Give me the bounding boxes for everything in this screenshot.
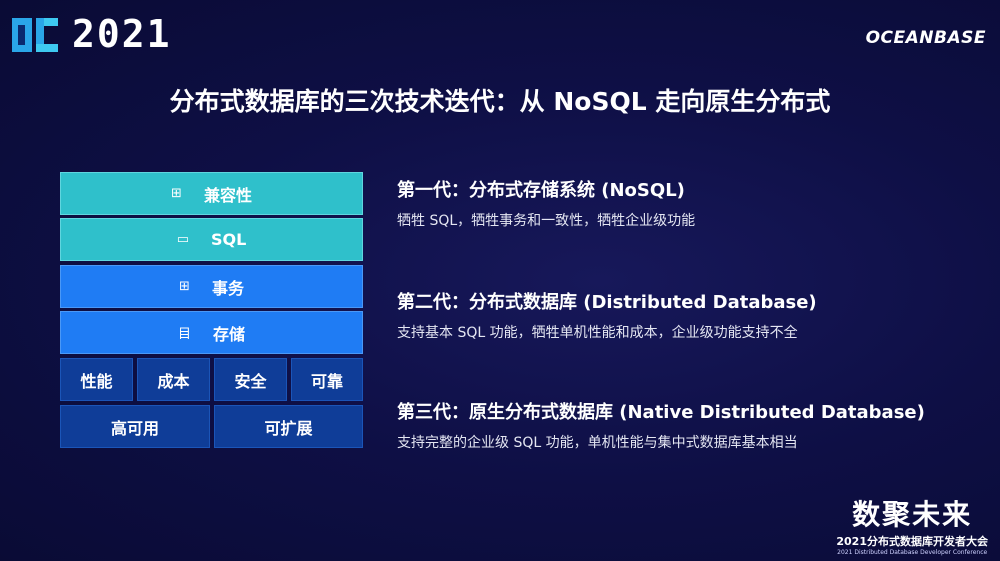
generation-desc: 牺牲 SQL，牺牲事务和一致性，牺牲企业级功能 bbox=[397, 213, 696, 229]
event-year: 2021 bbox=[72, 12, 172, 56]
cell-security: 安全 bbox=[214, 358, 287, 401]
grid-plus-icon: ⊞ bbox=[179, 279, 190, 294]
grid-icon: ⊞ bbox=[171, 186, 182, 201]
layer-transaction: ⊞ 事务 bbox=[60, 265, 363, 308]
generation-desc: 支持完整的企业级 SQL 功能，单机性能与集中式数据库基本相当 bbox=[397, 435, 798, 451]
oceanbase-logo: OCEANBASE bbox=[865, 28, 986, 48]
layer-label: 兼容性 bbox=[203, 185, 252, 205]
conference-slogan: 数聚未来 bbox=[852, 498, 973, 531]
layer-storage: 目 存储 bbox=[60, 311, 363, 354]
generation-title: 第二代：分布式数据库 (Distributed Database) bbox=[397, 292, 817, 313]
dtcc-logo-icon bbox=[12, 18, 58, 52]
generation-title: 第一代：分布式存储系统 (NoSQL) bbox=[397, 180, 685, 201]
cell-reliability: 可靠 bbox=[291, 358, 363, 401]
cell-high-availability: 高可用 bbox=[60, 405, 210, 448]
layer-label: 事务 bbox=[211, 278, 244, 298]
list-icon: 目 bbox=[177, 327, 191, 342]
conference-name-en: 2021 Distributed Database Developer Conf… bbox=[837, 549, 988, 556]
conference-logo: 数聚未来 2021分布式数据库开发者大会 2021 Distributed Da… bbox=[836, 493, 988, 556]
generation-title: 第三代：原生分布式数据库 (Native Distributed Databas… bbox=[397, 402, 925, 423]
layer-label: 存储 bbox=[213, 324, 246, 344]
generation-3: 第三代：原生分布式数据库 (Native Distributed Databas… bbox=[397, 398, 925, 452]
cell-performance: 性能 bbox=[60, 358, 133, 401]
cell-scalability: 可扩展 bbox=[214, 405, 363, 448]
layer-label: SQL bbox=[210, 230, 247, 249]
layer-compatibility: ⊞ 兼容性 bbox=[60, 172, 363, 215]
generation-1: 第一代：分布式存储系统 (NoSQL) 牺牲 SQL，牺牲事务和一致性，牺牲企业级… bbox=[397, 176, 695, 230]
generation-2: 第二代：分布式数据库 (Distributed Database) 支持基本 SQ… bbox=[397, 288, 817, 342]
slide-title: 分布式数据库的三次技术迭代：从 NoSQL 走向原生分布式 bbox=[169, 87, 831, 116]
cell-cost: 成本 bbox=[137, 358, 210, 401]
generation-desc: 支持基本 SQL 功能，牺牲单机性能和成本，企业级功能支持不全 bbox=[397, 325, 798, 341]
conference-name: 2021分布式数据库开发者大会 bbox=[836, 535, 988, 548]
layer-sql: ▭ SQL bbox=[60, 218, 363, 261]
monitor-icon: ▭ bbox=[176, 232, 189, 247]
